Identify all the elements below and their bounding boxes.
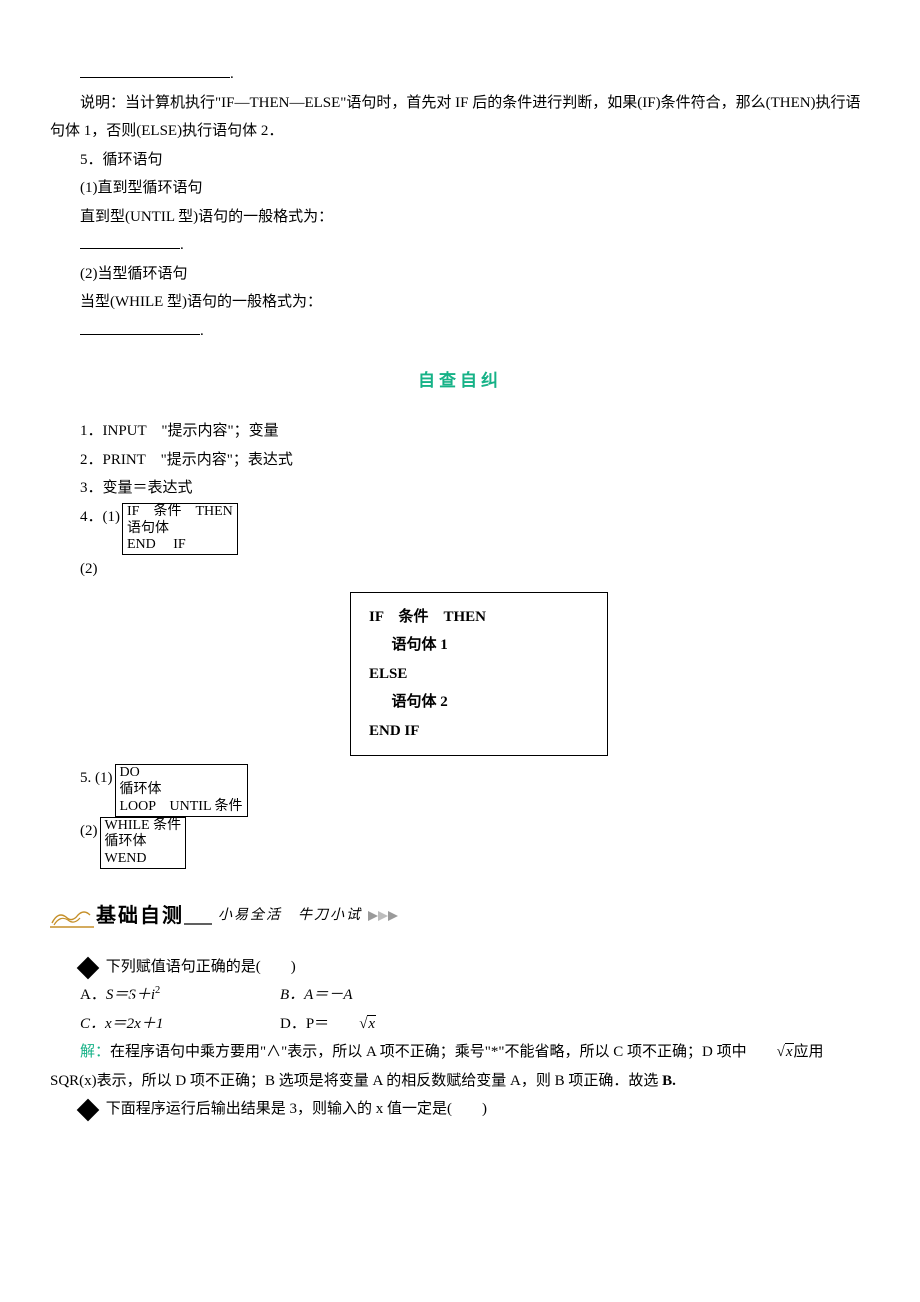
description-paragraph: 说明：当计算机执行"IF—THEN—ELSE"语句时，首先对 IF 后的条件进行… bbox=[50, 89, 870, 146]
heading-5: 5．循环语句 bbox=[50, 146, 870, 175]
option-d: D．P＝x bbox=[250, 1010, 450, 1039]
answer-5-1-label: 5. (1) bbox=[50, 764, 113, 793]
banner-basic-self-test: 基础自测 小易全活 牛刀小试 bbox=[50, 897, 870, 935]
banner-divider-icon bbox=[184, 906, 212, 926]
section-self-check-title: 自查自纠 bbox=[50, 365, 870, 397]
answer-5-1-box: DO 循环体 LOOP UNTIL 条件 bbox=[115, 764, 248, 816]
subheading-5-1: (1)直到型循环语句 bbox=[50, 174, 870, 203]
answer-4-1-box: IF 条件 THEN 语句体 END IF bbox=[122, 503, 238, 555]
answer-5-2-box: WHILE 条件 循环体 WEND bbox=[100, 817, 187, 869]
diamond-2-icon: 2 bbox=[77, 1099, 100, 1122]
fill-blank-5-2: . bbox=[50, 317, 870, 346]
question-1-explanation: 解：在程序语句中乘方要用"∧"表示，所以 A 项不正确；乘号"*"不能省略，所以… bbox=[50, 1038, 870, 1095]
answer-5-1-row: 5. (1) DO 循环体 LOOP UNTIL 条件 bbox=[50, 764, 870, 816]
fill-blank-5-1: . bbox=[50, 231, 870, 260]
answer-5-2-label: (2) bbox=[50, 817, 98, 846]
question-1-options-row2: C．x＝2x＋1 D．P＝x bbox=[50, 1010, 870, 1039]
banner-title: 基础自测 bbox=[96, 897, 184, 935]
subheading-5-2: (2)当型循环语句 bbox=[50, 260, 870, 289]
text-5-1: 直到型(UNTIL 型)语句的一般格式为： bbox=[50, 203, 870, 232]
box-line-else: ELSE bbox=[369, 660, 589, 689]
question-1-stem: 1 下列赋值语句正确的是( ) bbox=[50, 953, 870, 982]
swirl-icon bbox=[50, 903, 94, 929]
banner-subtitle: 小易全活 牛刀小试 bbox=[218, 903, 362, 930]
answer-5-2-row: (2) WHILE 条件 循环体 WEND bbox=[50, 817, 870, 869]
option-c: C．x＝2x＋1 bbox=[50, 1010, 250, 1039]
double-arrow-icon bbox=[368, 909, 408, 923]
box-line-body1: 语句体 1 bbox=[369, 631, 589, 660]
option-a: A．S＝S＋i2 bbox=[50, 981, 250, 1010]
answer-4-1-label: 4．(1) bbox=[50, 503, 120, 532]
answer-1: 1．INPUT "提示内容"；变量 bbox=[50, 417, 870, 446]
text-5-2: 当型(WHILE 型)语句的一般格式为： bbox=[50, 288, 870, 317]
fill-blank-line: . bbox=[50, 60, 870, 89]
answer-3: 3．变量＝表达式 bbox=[50, 474, 870, 503]
option-b: B．A＝－A bbox=[250, 981, 450, 1010]
box-line-end: END IF bbox=[369, 717, 589, 746]
question-2-stem: 2 下面程序运行后输出结果是 3，则输入的 x 值一定是( ) bbox=[50, 1095, 870, 1124]
answer-4-2-label: (2) bbox=[50, 555, 870, 584]
answer-4-1-row: 4．(1) IF 条件 THEN 语句体 END IF bbox=[50, 503, 870, 555]
box-line-body2: 语句体 2 bbox=[369, 688, 589, 717]
box-line-if: IF 条件 THEN bbox=[369, 603, 589, 632]
diamond-1-icon: 1 bbox=[77, 956, 100, 979]
explain-label: 解： bbox=[80, 1044, 110, 1060]
if-else-box: IF 条件 THEN 语句体 1 ELSE 语句体 2 END IF bbox=[350, 592, 608, 757]
answer-2: 2．PRINT "提示内容"；表达式 bbox=[50, 446, 870, 475]
question-1-options: A．S＝S＋i2 B．A＝－A bbox=[50, 981, 870, 1010]
